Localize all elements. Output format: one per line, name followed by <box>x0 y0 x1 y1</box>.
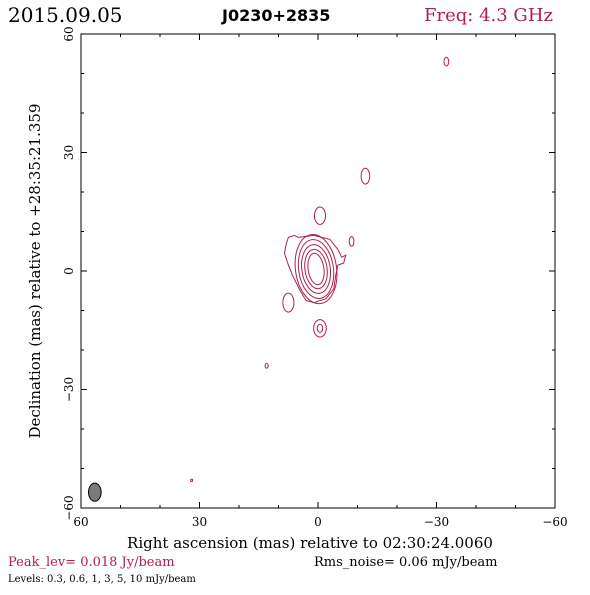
contour-blob <box>313 319 327 338</box>
contour-blob <box>360 167 371 185</box>
x-tick-label: 30 <box>192 515 207 529</box>
core-contour <box>304 248 328 290</box>
y-axis-label: Declination (mas) relative to +28:35:21.… <box>26 103 44 438</box>
source-name: J0230+2835 <box>221 6 330 25</box>
contour-blob <box>282 292 295 313</box>
core-contour <box>294 233 338 305</box>
contour-group <box>88 56 450 502</box>
y-tick-label: −60 <box>62 495 76 520</box>
frequency-label: Freq: 4.3 GHz <box>424 5 553 26</box>
x-tick-label: −30 <box>424 515 449 529</box>
contour-blob <box>443 56 450 67</box>
outer-contour <box>283 234 347 304</box>
contour-blob <box>264 362 269 369</box>
x-tick-label: 60 <box>73 515 88 529</box>
y-tick-label: −30 <box>62 377 76 402</box>
plot-frame <box>80 33 556 509</box>
axis-ticks <box>80 33 556 509</box>
y-tick-label: 60 <box>62 26 76 41</box>
x-axis-label: Right ascension (mas) relative to 02:30:… <box>127 534 493 552</box>
y-tick-label: 30 <box>62 145 76 160</box>
core-contour <box>307 252 325 286</box>
contour-blob <box>313 206 327 225</box>
contour-blob <box>348 236 355 247</box>
y-tick-labels: −60 −30 0 30 60 <box>62 26 76 520</box>
peak-level: Peak_lev= 0.018 Jy/beam <box>8 555 175 570</box>
core-contour <box>297 239 335 299</box>
y-tick-label: 0 <box>62 267 76 275</box>
x-tick-labels: 60 30 0 −30 −60 <box>73 515 567 529</box>
x-tick-label: −60 <box>542 515 567 529</box>
rms-noise: Rms_noise= 0.06 mJy/beam <box>314 555 497 570</box>
beam-ellipse <box>88 482 102 502</box>
core-contour <box>301 244 332 294</box>
x-tick-label: 0 <box>314 515 322 529</box>
contour-blob <box>190 478 194 483</box>
observation-date: 2015.09.05 <box>8 3 123 27</box>
contour-blob <box>316 323 324 333</box>
contour-levels: Levels: 0.3, 0.6, 1, 3, 5, 10 mJy/beam <box>8 574 196 585</box>
